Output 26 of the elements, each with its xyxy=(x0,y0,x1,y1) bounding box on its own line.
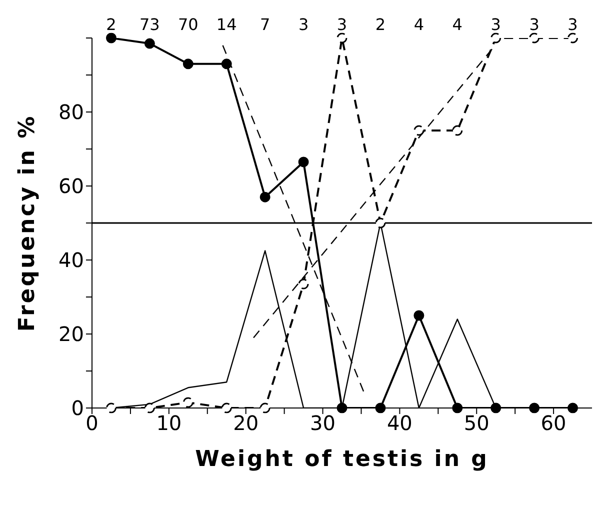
y-tick-label: 40 xyxy=(58,248,84,272)
x-axis-title: Weight of testis in g xyxy=(195,447,489,472)
y-tick-label: 20 xyxy=(58,322,84,346)
y-tick-label: 60 xyxy=(58,174,84,198)
text: 3 xyxy=(298,15,309,34)
x-tick-label: 40 xyxy=(386,411,412,436)
text: 3 xyxy=(336,15,348,34)
text: 3 xyxy=(490,15,501,34)
x-tick-label: 30 xyxy=(310,411,336,436)
text: 4 xyxy=(414,15,424,34)
x-tick-label: 10 xyxy=(156,411,182,436)
y-tick-label: 80 xyxy=(58,100,84,124)
x-tick-label: 60 xyxy=(540,411,566,436)
x-tick-label: 50 xyxy=(464,411,490,436)
text: 14 xyxy=(216,15,237,34)
y-tick-label: 0 xyxy=(71,396,84,420)
text: 4 xyxy=(452,15,462,34)
x-tick-label: 20 xyxy=(233,411,259,436)
text: 73 xyxy=(140,15,160,34)
text: 2 xyxy=(375,15,386,34)
text: 3 xyxy=(529,15,540,34)
text: 2 xyxy=(106,15,116,34)
y-axis-title: Frequency in % xyxy=(14,114,40,332)
text: 7 xyxy=(260,15,270,34)
text: 3 xyxy=(568,15,578,34)
text: 70 xyxy=(178,15,198,34)
